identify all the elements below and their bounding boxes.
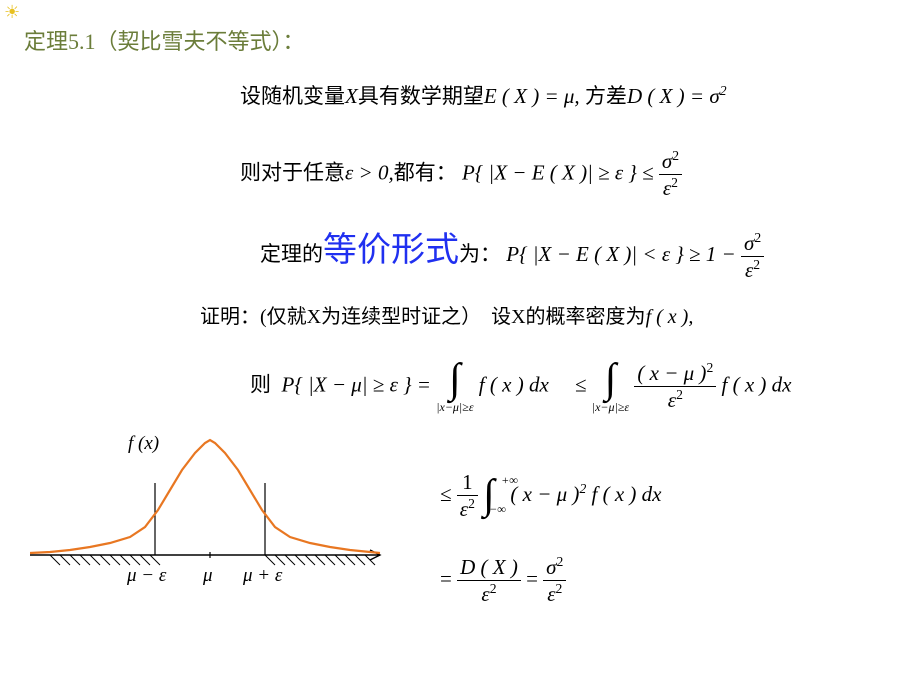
p1-rhs-den: ε bbox=[668, 388, 676, 412]
l2-frac-num-exp: 2 bbox=[672, 148, 679, 163]
l1-ex: E ( X ) = μ, bbox=[484, 84, 580, 108]
p1-rhs-den-exp: 2 bbox=[676, 387, 683, 402]
l3-frac: σ2 ε2 bbox=[741, 230, 764, 283]
p1-lhs: P{ |X − μ| ≥ ε } = bbox=[282, 372, 431, 396]
p2-body: ( x − μ ) bbox=[510, 482, 579, 506]
l3-prefix: 定理的 bbox=[260, 242, 323, 266]
l3-formula: P{ |X − E ( X )| < ε } ≥ 1 − bbox=[506, 242, 735, 266]
p1-rhs-tail: f ( x ) dx bbox=[722, 372, 792, 396]
l2-mid: 都有： bbox=[394, 160, 457, 184]
p1-rhs-num: ( x − μ ) bbox=[637, 361, 706, 385]
l2-frac-den: ε bbox=[663, 176, 671, 200]
p3-frac1-den-exp: 2 bbox=[490, 581, 497, 596]
proof-step2: ≤ 1 ε2 ∫ +∞ −∞ ( x − μ )2 f ( x ) dx bbox=[440, 470, 661, 522]
l1-mid: 具有数学期望 bbox=[358, 84, 484, 108]
p2-frac-den: ε bbox=[460, 497, 468, 521]
p3-frac1: D ( X ) ε2 bbox=[457, 555, 521, 607]
line-inequality: 则对于任意ε > 0,都有： P{ |X − E ( X )| ≥ ε } ≤ … bbox=[240, 148, 682, 201]
p3-eq2: = bbox=[526, 566, 538, 590]
p2-int-low: −∞ bbox=[489, 502, 506, 517]
p1-leq: ≤ bbox=[575, 372, 587, 396]
proof-fx: f ( x ), bbox=[646, 306, 694, 328]
p1-prefix: 则 bbox=[250, 372, 271, 396]
sun-icon: ☀ bbox=[4, 2, 20, 23]
chart-tick-right: μ + ε bbox=[243, 565, 282, 587]
l3-frac-num-exp: 2 bbox=[754, 230, 761, 245]
p1-int1-sub: |x−μ|≥ε bbox=[436, 400, 473, 415]
p3-frac2-num: σ bbox=[546, 555, 556, 579]
proof-step1: 则 P{ |X − μ| ≥ ε } = ∫ |x−μ|≥ε f ( x ) d… bbox=[250, 358, 791, 415]
p3-frac1-den: ε bbox=[481, 582, 489, 606]
theorem-title: 定理5.1（契比雪夫不等式）： bbox=[24, 24, 305, 56]
chart-tick-mid: μ bbox=[203, 565, 213, 587]
line-equiv: 定理的等价形式为： P{ |X − E ( X )| < ε } ≥ 1 − σ… bbox=[260, 222, 764, 283]
l2-frac-den-exp: 2 bbox=[671, 175, 678, 190]
p3-frac2: σ2 ε2 bbox=[543, 554, 566, 607]
l2-frac-num: σ bbox=[662, 149, 672, 173]
p2-frac: 1 ε2 bbox=[457, 470, 478, 522]
p3-frac2-den-exp: 2 bbox=[555, 581, 562, 596]
p3-eq: = bbox=[440, 566, 452, 590]
p2-body-exp: 2 bbox=[579, 481, 586, 496]
p1-int2: ∫ |x−μ|≥ε bbox=[592, 358, 629, 415]
l1-var: X bbox=[345, 84, 358, 108]
l1-dx: D ( X ) = σ bbox=[627, 84, 720, 108]
l1-sigma-exp: 2 bbox=[720, 83, 727, 98]
line-expectation: 设随机变量X具有数学期望E ( X ) = μ, 方差D ( X ) = σ2 bbox=[240, 80, 727, 110]
l2-eps: ε > 0, bbox=[345, 160, 394, 184]
p1-rhs-frac: ( x − μ )2 ε2 bbox=[634, 360, 716, 413]
chart-tick-left: μ − ε bbox=[127, 565, 166, 587]
l1-prefix: 设随机变量 bbox=[240, 84, 345, 108]
l3-emph: 等价形式 bbox=[323, 232, 459, 269]
l2-prefix: 则对于任意 bbox=[240, 160, 345, 184]
p3-frac2-num-exp: 2 bbox=[557, 554, 564, 569]
l2-formula: P{ |X − E ( X )| ≥ ε } ≤ bbox=[462, 160, 654, 184]
proof-let: 设X的概率密度为 bbox=[491, 306, 645, 328]
p2-frac-den-exp: 2 bbox=[468, 496, 475, 511]
l1-var2: 方差 bbox=[585, 84, 627, 108]
proof-label: 证明：(仅就X为连续型时证之） bbox=[200, 306, 481, 328]
proof-label-line: 证明：(仅就X为连续型时证之） 设X的概率密度为f ( x ), bbox=[200, 300, 693, 329]
p2-tail: f ( x ) dx bbox=[592, 482, 662, 506]
chart-fx-label: f (x) bbox=[128, 433, 159, 455]
p2-int-up: +∞ bbox=[501, 473, 518, 488]
p1-int1: ∫ |x−μ|≥ε bbox=[436, 358, 473, 415]
l3-frac-num: σ bbox=[744, 231, 754, 255]
l2-frac: σ2 ε2 bbox=[659, 148, 682, 201]
p1-int2-sub: |x−μ|≥ε bbox=[592, 400, 629, 415]
p2-leq: ≤ bbox=[440, 482, 452, 506]
proof-step3: = D ( X ) ε2 = σ2 ε2 bbox=[440, 554, 566, 607]
p3-frac1-num: D ( X ) bbox=[457, 555, 521, 580]
p1-int-body: f ( x ) dx bbox=[479, 372, 549, 396]
l3-mid: 为： bbox=[459, 242, 501, 266]
p2-frac-num: 1 bbox=[457, 470, 478, 495]
l3-frac-den-exp: 2 bbox=[753, 257, 760, 272]
p1-rhs-num-exp: 2 bbox=[706, 360, 713, 375]
